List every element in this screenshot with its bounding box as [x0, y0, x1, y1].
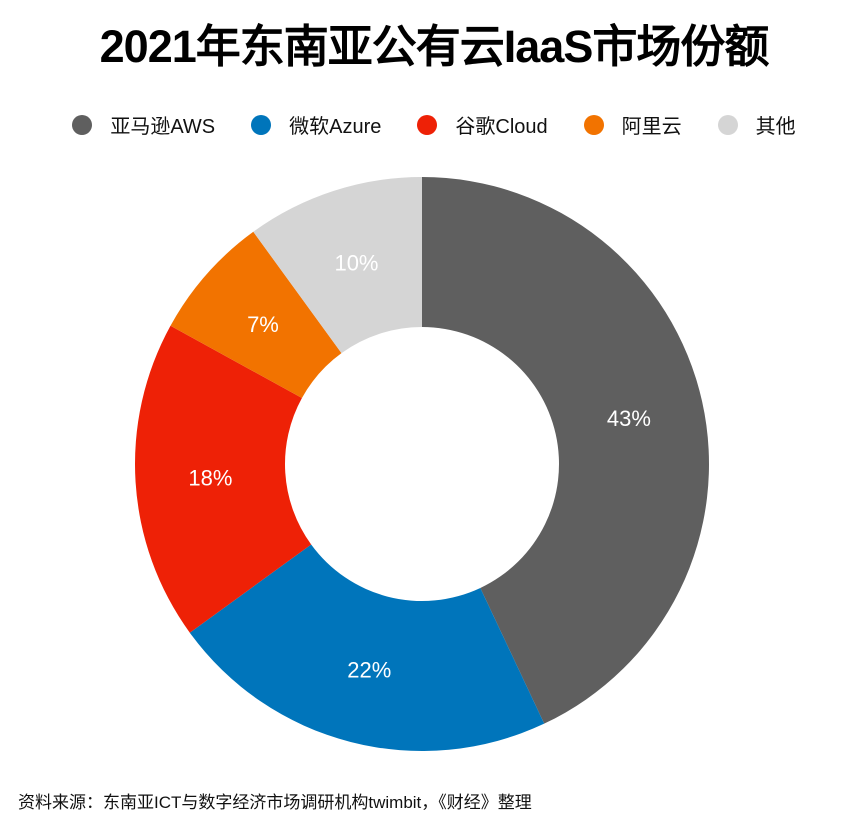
legend-label-azure: 微软Azure [289, 116, 382, 138]
legend-label-other: 其他 [755, 116, 796, 138]
legend-swatch-other [717, 114, 738, 135]
legend-label-google: 谷歌Cloud [455, 116, 548, 138]
legend-swatch-aws [72, 114, 93, 135]
legend-item-google: 谷歌Cloud [417, 110, 548, 139]
legend: 亚马逊AWS 微软Azure 谷歌Cloud 阿里云 其他 [0, 110, 868, 139]
legend-swatch-alibaba [583, 114, 604, 135]
legend-label-alibaba: 阿里云 [621, 116, 682, 138]
legend-swatch-google [417, 114, 438, 135]
slice-label-google: 18% [188, 465, 232, 490]
source-note: 资料来源：东南亚ICT与数字经济市场调研机构twimbit，《财经》整理 [18, 793, 532, 812]
slice-alibaba [170, 231, 342, 398]
slice-label-azure: 22% [347, 657, 391, 682]
legend-item-other: 其他 [717, 110, 796, 139]
chart-title: 2021年东南亚公有云IaaS市场份额 [99, 21, 770, 72]
legend-item-azure: 微软Azure [251, 110, 381, 139]
slice-aws [422, 177, 709, 724]
slice-label-aws: 43% [607, 406, 651, 431]
slice-azure [189, 544, 545, 751]
legend-label-aws: 亚马逊AWS [110, 116, 216, 138]
slice-other [253, 177, 422, 354]
legend-swatch-azure [251, 114, 272, 135]
slice-label-other: 10% [334, 250, 378, 275]
legend-item-aws: 亚马逊AWS [72, 110, 215, 139]
legend-item-alibaba: 阿里云 [583, 110, 682, 139]
slice-google [134, 325, 312, 633]
slice-label-alibaba: 7% [247, 312, 279, 337]
